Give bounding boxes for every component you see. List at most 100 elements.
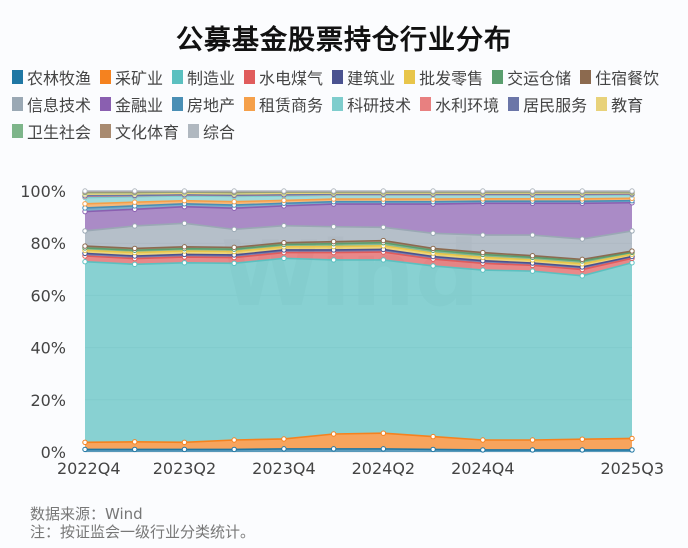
y-tick-label: 0% <box>41 443 66 462</box>
legend-item[interactable]: 房地产 <box>172 93 235 115</box>
data-point <box>281 197 287 204</box>
data-point <box>430 263 436 269</box>
legend-swatch <box>404 70 416 84</box>
data-point <box>82 228 88 234</box>
data-point <box>380 257 387 263</box>
data-point <box>82 243 88 249</box>
y-tick-label: 60% <box>30 286 66 305</box>
legend-item[interactable]: 批发零售 <box>404 66 483 88</box>
data-point <box>181 244 188 250</box>
data-point <box>380 188 387 194</box>
legend-item[interactable]: 水电煤气 <box>244 66 323 88</box>
x-tick-label: 2024Q2 <box>352 459 416 478</box>
legend-label: 居民服务 <box>523 96 588 115</box>
data-point <box>579 436 585 442</box>
series-line-教育 <box>84 192 633 195</box>
legend-item[interactable]: 信息技术 <box>12 93 91 115</box>
data-point <box>430 446 436 453</box>
legend-item[interactable]: 教育 <box>596 93 643 115</box>
legend-swatch <box>492 70 504 84</box>
data-point <box>430 433 436 440</box>
data-point <box>380 224 387 230</box>
data-point <box>132 199 138 205</box>
legend-item[interactable]: 农林牧渔 <box>12 66 91 88</box>
legend-item[interactable]: 科研技术 <box>332 93 411 115</box>
data-point <box>629 228 635 234</box>
legend-swatch <box>508 97 520 111</box>
legend-label: 采矿业 <box>115 69 164 88</box>
data-point <box>231 260 237 266</box>
data-point <box>231 226 237 233</box>
legend-item[interactable]: 采矿业 <box>100 66 163 88</box>
legend-swatch <box>172 97 184 111</box>
data-point <box>529 188 536 194</box>
series-line-信息技术 <box>84 222 633 240</box>
legend-swatch <box>12 70 23 84</box>
series-line-金融业 <box>84 201 633 213</box>
data-point <box>132 439 138 445</box>
data-point <box>281 446 287 452</box>
data-point <box>380 237 387 244</box>
data-point <box>480 447 486 453</box>
area-批发零售 <box>85 245 632 267</box>
data-point <box>430 188 436 194</box>
x-tick-label: 2022Q4 <box>57 459 121 478</box>
legend-item[interactable]: 住宿餐饮 <box>580 66 659 88</box>
data-point <box>281 255 287 262</box>
legend-item[interactable]: 制造业 <box>172 66 235 88</box>
data-point <box>529 232 536 238</box>
legend-label: 科研技术 <box>347 96 412 115</box>
data-point <box>231 446 237 453</box>
series-line-制造业 <box>84 257 633 277</box>
x-tick-label: 2025Q3 <box>601 459 665 478</box>
data-point <box>629 248 635 254</box>
legend-item[interactable]: 居民服务 <box>508 93 587 115</box>
data-point <box>281 188 287 194</box>
data-point <box>281 239 287 246</box>
legend-label: 金融业 <box>115 96 164 115</box>
data-point <box>529 437 536 443</box>
data-point <box>281 436 287 442</box>
data-point <box>132 188 138 194</box>
legend-swatch <box>100 124 112 138</box>
data-point <box>480 232 486 238</box>
data-point <box>330 238 337 245</box>
y-tick-label: 100% <box>20 182 66 201</box>
legend-item[interactable]: 交运仓储 <box>492 66 571 88</box>
data-point <box>82 259 88 265</box>
area-交运仓储 <box>85 242 632 264</box>
data-point <box>579 188 585 194</box>
legend-swatch <box>596 97 608 111</box>
legend-item[interactable]: 建筑业 <box>332 66 395 88</box>
data-point <box>430 245 436 252</box>
area-建筑业 <box>85 249 632 270</box>
data-point <box>132 245 138 252</box>
legend-label: 房地产 <box>187 96 236 115</box>
legend-label: 综合 <box>203 123 236 142</box>
legend-label: 水电煤气 <box>259 69 324 88</box>
area-信息技术 <box>85 223 632 260</box>
legend-swatch <box>100 70 112 84</box>
legend-swatch <box>12 124 23 138</box>
legend-item[interactable]: 金融业 <box>100 93 163 115</box>
legend-item[interactable]: 综合 <box>188 120 235 142</box>
y-tick-label: 40% <box>30 339 66 358</box>
area-制造业 <box>85 258 632 443</box>
legend-item[interactable]: 水利环境 <box>420 93 499 115</box>
legend-item[interactable]: 卫生社会 <box>12 120 91 142</box>
data-point <box>330 446 337 452</box>
legend-swatch <box>420 97 432 111</box>
data-point <box>529 447 536 453</box>
legend-swatch <box>12 97 23 111</box>
legend-swatch <box>332 70 344 84</box>
legend-label: 交运仓储 <box>507 69 572 88</box>
data-point <box>330 224 337 230</box>
data-point <box>480 267 486 273</box>
data-point <box>132 261 138 268</box>
legend-swatch <box>188 124 200 138</box>
data-point <box>579 256 585 263</box>
data-point <box>579 447 585 453</box>
data-point <box>629 435 635 442</box>
legend-item[interactable]: 文化体育 <box>100 120 179 142</box>
legend-item[interactable]: 租赁商务 <box>244 93 323 115</box>
